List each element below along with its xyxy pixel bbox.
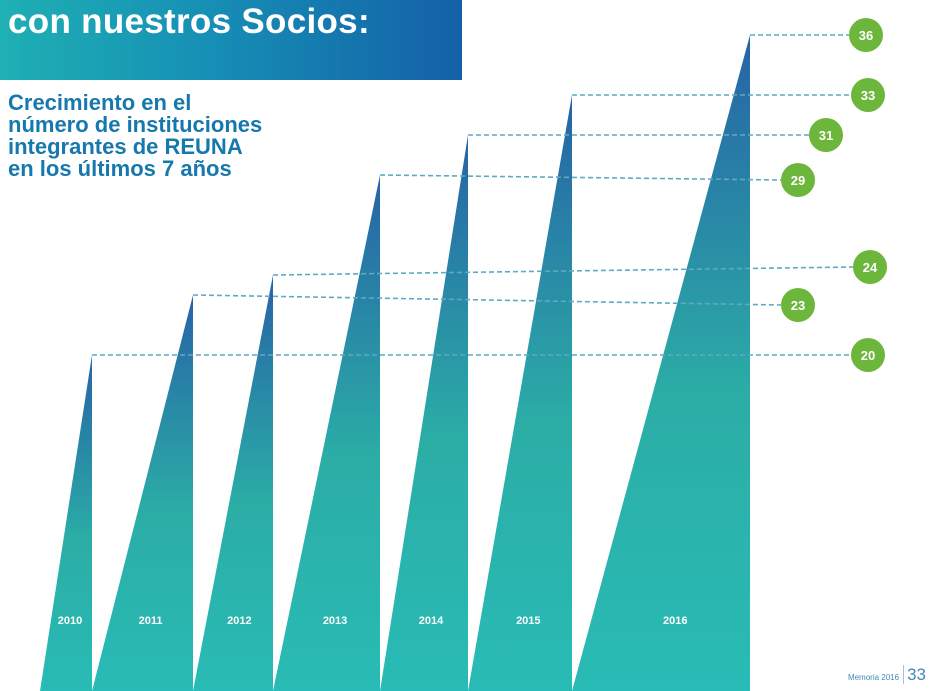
guide-line-2011 <box>192 294 782 306</box>
value-badge <box>781 163 815 197</box>
value-label: 20 <box>861 348 875 363</box>
bar-2015 <box>468 95 572 691</box>
year-label: 2015 <box>516 615 540 627</box>
year-label: 2011 <box>139 615 163 627</box>
subtitle-line: Crecimiento en el <box>8 90 192 115</box>
bar-2013 <box>273 175 380 691</box>
value-badge <box>809 118 843 152</box>
bar-2014 <box>380 135 468 691</box>
bar-2010 <box>40 355 92 691</box>
title-banner: con nuestros Socios: <box>0 0 462 80</box>
bar-2016 <box>572 35 750 691</box>
subtitle-line: integrantes de REUNA <box>8 134 243 159</box>
value-badge <box>853 250 887 284</box>
year-label: 2016 <box>663 615 687 627</box>
chart-subtitle: Crecimiento en el número de institucione… <box>8 92 328 180</box>
bar-2012 <box>193 275 273 691</box>
year-label: 2014 <box>419 615 444 627</box>
bar-2011 <box>92 295 193 691</box>
value-label: 24 <box>863 260 878 275</box>
page-footer: Memoria 2016 33 <box>848 665 926 685</box>
value-label: 31 <box>819 128 833 143</box>
value-label: 23 <box>791 298 805 313</box>
guide-line-2012 <box>272 266 854 276</box>
year-label: 2013 <box>323 615 347 627</box>
value-label: 29 <box>791 173 805 188</box>
value-label: 36 <box>859 28 873 43</box>
page-title: con nuestros Socios: <box>8 2 370 41</box>
value-badge <box>849 18 883 52</box>
value-badge <box>781 288 815 322</box>
footer-caption: Memoria 2016 <box>847 673 900 682</box>
subtitle-line: número de instituciones <box>8 112 263 137</box>
year-label: 2010 <box>58 615 82 627</box>
value-badge <box>851 338 885 372</box>
subtitle-line: en los últimos 7 años <box>8 156 232 181</box>
value-label: 33 <box>861 88 875 103</box>
value-badge <box>851 78 885 112</box>
guide-line-2013 <box>379 174 782 181</box>
page-number: 33 <box>903 665 926 684</box>
year-label: 2012 <box>227 615 251 627</box>
